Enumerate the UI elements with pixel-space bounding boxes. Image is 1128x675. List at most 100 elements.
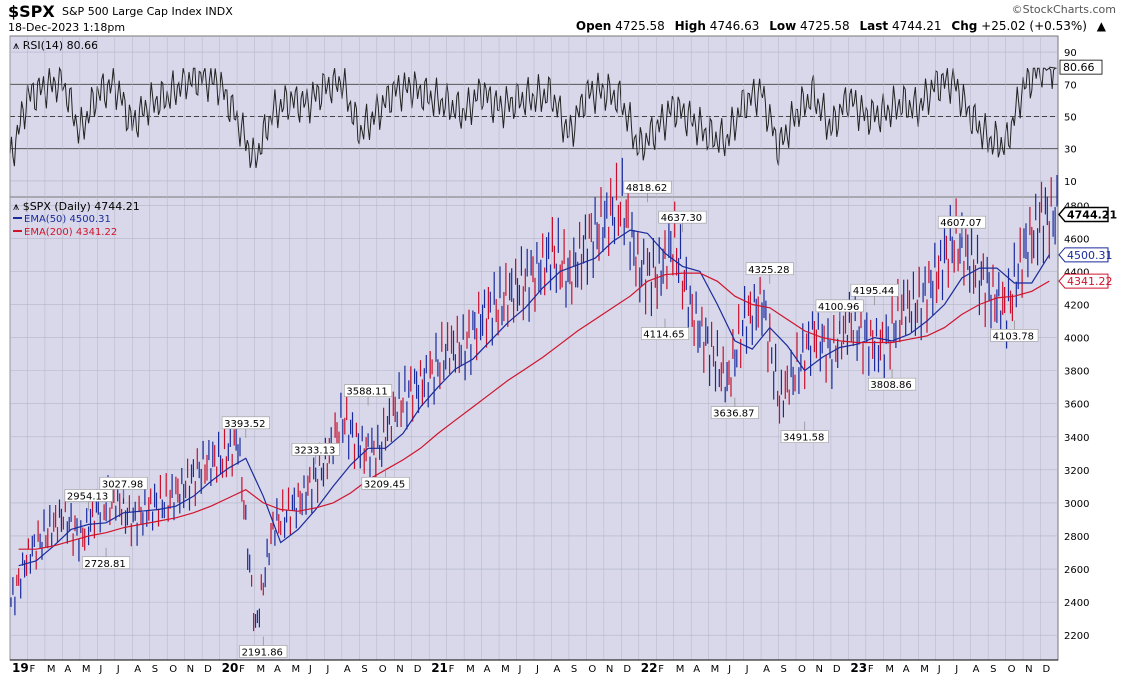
x-tick-label: S xyxy=(571,664,577,675)
x-tick-label: J xyxy=(727,664,731,675)
price-tick-label: 4800 xyxy=(1064,201,1089,212)
rsi-title: ⩚ RSI(14) 80.66 xyxy=(13,39,98,52)
annotation-box xyxy=(710,406,759,419)
price-tick-label: 2600 xyxy=(1064,565,1089,576)
rsi-tick-label: 10 xyxy=(1064,177,1077,188)
symbol-title: $SPX xyxy=(8,2,55,21)
x-tick-label: D xyxy=(833,664,841,675)
ohlc-readout: Open 4725.58 High 4746.63 Low 4725.58 La… xyxy=(576,19,1106,33)
price-tick-label: 4200 xyxy=(1064,300,1089,311)
x-tick-label: 22 xyxy=(641,661,658,675)
x-tick-label: A xyxy=(763,664,770,675)
x-tick-label: J xyxy=(535,664,539,675)
last-label: Last xyxy=(859,19,889,33)
x-tick-label: O xyxy=(798,664,806,675)
x-tick-label: F xyxy=(868,664,874,675)
price-annotation: 4114.65 xyxy=(643,330,684,341)
annotation-box xyxy=(780,430,829,443)
annotation-box xyxy=(221,416,270,430)
x-tick-label: M xyxy=(257,664,266,675)
annotation-box xyxy=(99,476,148,490)
price-annotation: 4100.96 xyxy=(818,302,859,313)
high-value: 4746.63 xyxy=(709,19,760,33)
x-tick-label: M xyxy=(466,664,475,675)
annotation-box xyxy=(82,556,131,570)
index-name: S&P 500 Large Cap Index INDX xyxy=(62,5,233,18)
price-tick-label: 3400 xyxy=(1064,433,1089,444)
rsi-tick-label: 30 xyxy=(1064,145,1077,156)
x-tick-label: D xyxy=(414,664,422,675)
price-tick-label: 3800 xyxy=(1064,367,1089,378)
annotation-box xyxy=(850,283,899,297)
x-tick-label: N xyxy=(1025,664,1032,675)
price-title: ⩚ $SPX (Daily) 4744.21 xyxy=(13,200,140,213)
x-tick-label: A xyxy=(484,664,491,675)
x-tick-label: A xyxy=(553,664,560,675)
high-label: High xyxy=(674,19,706,33)
price-tick-label: 2200 xyxy=(1064,631,1089,642)
x-tick-label: M xyxy=(676,664,685,675)
price-annotation: 2191.86 xyxy=(242,648,283,659)
x-tick-label: F xyxy=(658,664,664,675)
annotation-box xyxy=(658,210,707,224)
price-annotation: 4325.28 xyxy=(748,265,789,276)
price-annotation: 3636.87 xyxy=(713,409,754,420)
rsi-tick-label: 70 xyxy=(1064,80,1077,91)
x-tick-label: F xyxy=(239,664,245,675)
x-tick-label: N xyxy=(396,664,403,675)
x-tick-label: 21 xyxy=(431,661,448,675)
annotation-box xyxy=(344,384,393,397)
rsi-tick-label: 90 xyxy=(1064,48,1077,59)
x-tick-label: M xyxy=(920,664,929,675)
chart-datetime: 18-Dec-2023 1:18pm xyxy=(8,21,126,34)
x-tick-label: D xyxy=(204,664,212,675)
x-tick-label: J xyxy=(954,664,958,675)
x-tick-label: J xyxy=(116,664,120,675)
rsi-value-tag-box xyxy=(1059,59,1103,75)
open-value: 4725.58 xyxy=(615,19,665,33)
x-tick-label: 19 xyxy=(12,661,29,675)
chg-label: Chg xyxy=(951,19,978,33)
annotation-box xyxy=(815,299,864,313)
price-tick-label: 2800 xyxy=(1064,532,1089,543)
x-tick-label: M xyxy=(501,664,510,675)
price-tick-label: 4400 xyxy=(1064,267,1089,278)
annotation-box xyxy=(937,215,986,229)
price-annotation: 4195.44 xyxy=(853,286,894,297)
annotation-box xyxy=(745,262,794,276)
x-tick-label: A xyxy=(903,664,910,675)
x-tick-label: A xyxy=(274,664,281,675)
annotation-box xyxy=(640,327,689,340)
x-tick-label: O xyxy=(588,664,596,675)
price-tick-label: 2400 xyxy=(1064,598,1089,609)
x-tick-label: M xyxy=(885,664,894,675)
price-annotation: 2728.81 xyxy=(84,559,125,570)
x-tick-label: J xyxy=(98,664,102,675)
price-tick-label: 3200 xyxy=(1064,466,1089,477)
annotation-box xyxy=(990,329,1039,342)
x-tick-label: D xyxy=(623,664,631,675)
x-tick-label: S xyxy=(152,664,158,675)
brand-label[interactable]: ©StockCharts.com xyxy=(1011,3,1116,16)
annotation-box xyxy=(868,377,917,391)
x-tick-label: A xyxy=(64,664,71,675)
price-tag-label: 4744.21 xyxy=(1067,208,1117,221)
x-tick-label: N xyxy=(187,664,194,675)
price-annotation: 3808.86 xyxy=(870,380,911,391)
ema200-line xyxy=(18,272,1050,550)
price-annotation: 3209.45 xyxy=(364,479,405,490)
ema50-legend-label: EMA(50) 4500.31 xyxy=(24,214,111,225)
ema50-line xyxy=(18,229,1050,567)
price-tick-label: 4600 xyxy=(1064,234,1089,245)
up-arrow-icon: ▲ xyxy=(1096,19,1106,33)
x-tick-label: J xyxy=(518,664,522,675)
price-annotation: 3491.58 xyxy=(783,433,824,444)
price-tag-box xyxy=(1058,206,1109,223)
annotation-box xyxy=(623,180,672,194)
x-tick-label: A xyxy=(134,664,141,675)
price-annotation: 4607.07 xyxy=(940,218,981,229)
price-annotation: 2954.13 xyxy=(67,491,108,502)
x-tick-label: M xyxy=(291,664,300,675)
price-annotation: 3233.13 xyxy=(294,445,335,456)
price-tick-label: 3600 xyxy=(1064,400,1089,411)
